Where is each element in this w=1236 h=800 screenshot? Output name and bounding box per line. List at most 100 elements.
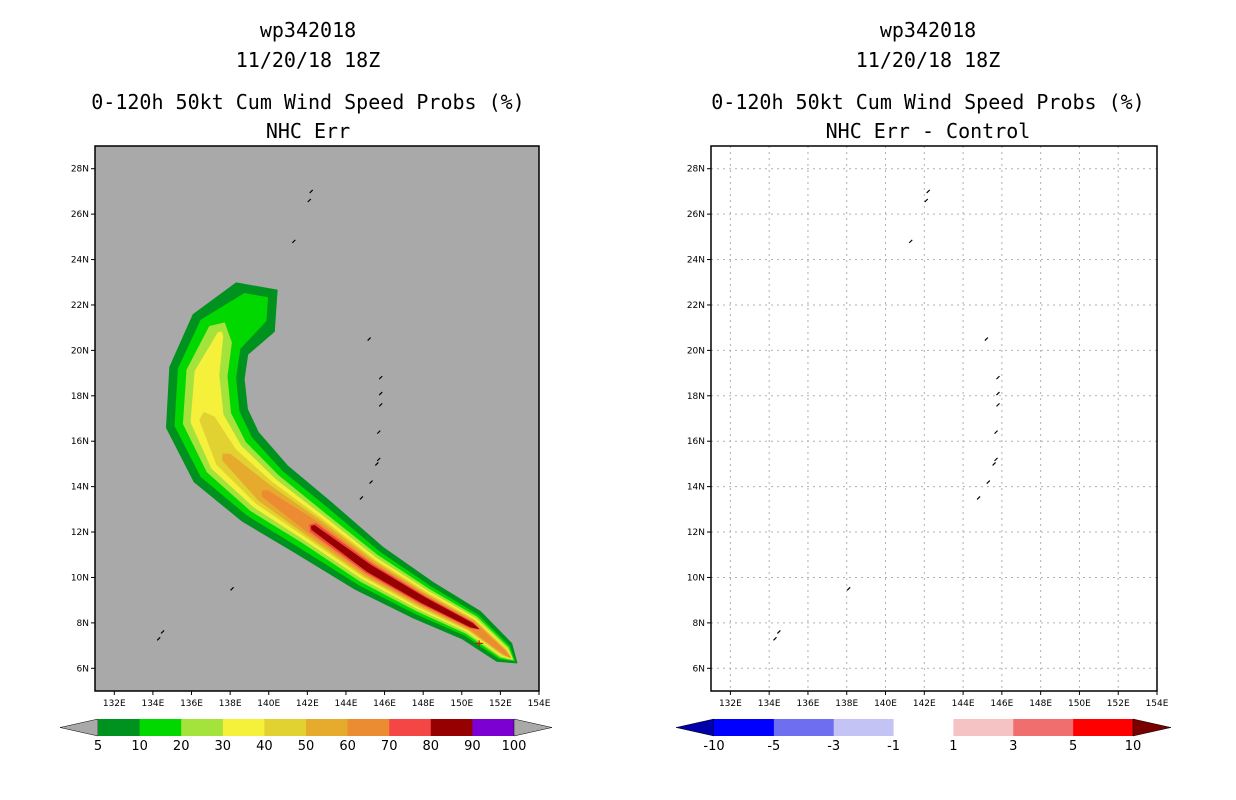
colorbar-swatch (98, 719, 140, 736)
y-tick-label: 22N (687, 301, 705, 311)
x-tick-label: 144E (952, 699, 975, 709)
colorbar-label: 10 (131, 739, 148, 754)
x-tick-label: 136E (797, 699, 820, 709)
y-tick-label: 26N (71, 210, 89, 220)
x-tick-label: 138E (219, 699, 242, 709)
figure: wp342018 11/20/18 18Z 0-120h 50kt Cum Wi… (0, 0, 1236, 800)
y-tick-label: 10N (71, 573, 89, 583)
x-tick-label: 142E (913, 699, 936, 709)
colorbar-label: 10 (1125, 739, 1142, 754)
y-tick-label: 16N (71, 437, 89, 447)
colorbar-label: -10 (703, 739, 724, 754)
colorbar-label: 30 (215, 739, 232, 754)
right-chart-title: 0-120h 50kt Cum Wind Speed Probs (%) (711, 90, 1144, 114)
y-tick-label: 6N (77, 664, 89, 674)
x-tick-label: 152E (489, 699, 512, 709)
y-tick-label: 24N (687, 256, 705, 266)
right-datetime: 11/20/18 18Z (856, 48, 1001, 72)
y-tick-label: 18N (687, 392, 705, 402)
right-plot-background (711, 146, 1157, 691)
x-tick-label: 150E (1068, 699, 1091, 709)
x-tick-label: 154E (1146, 699, 1169, 709)
x-tick-label: 152E (1107, 699, 1130, 709)
y-tick-label: 6N (693, 664, 705, 674)
colorbar-swatch (264, 719, 306, 736)
y-tick-label: 22N (71, 301, 89, 311)
colorbar-swatch (894, 719, 954, 736)
right-chart-subtitle: NHC Err - Control (826, 119, 1031, 143)
y-tick-label: 26N (687, 210, 705, 220)
left-chart-subtitle: NHC Err (266, 119, 350, 143)
colorbar-left-triangle (60, 719, 98, 736)
colorbar-left-triangle (676, 719, 714, 736)
y-tick-label: 20N (71, 346, 89, 356)
x-tick-label: 138E (835, 699, 858, 709)
x-tick-label: 146E (990, 699, 1013, 709)
left-colorbar: 5 10 20 30 40 50 60 70 80 90 100 (60, 719, 552, 754)
colorbar-right-triangle (514, 719, 552, 736)
x-tick-label: 146E (373, 699, 396, 709)
left-panel: wp342018 11/20/18 18Z 0-120h 50kt Cum Wi… (60, 18, 552, 754)
colorbar-swatch (472, 719, 514, 736)
colorbar-swatch (834, 719, 894, 736)
colorbar-label: 1 (949, 739, 957, 754)
y-tick-label: 28N (687, 165, 705, 175)
colorbar-label: 3 (1009, 739, 1017, 754)
right-panel: wp342018 11/20/18 18Z 0-120h 50kt Cum Wi… (676, 18, 1171, 754)
left-storm-id: wp342018 (260, 18, 356, 42)
right-colorbar: -10 -5 -3 -1 1 3 5 10 (676, 719, 1171, 754)
x-tick-label: 144E (335, 699, 358, 709)
colorbar-swatch (306, 719, 348, 736)
colorbar-label: 40 (256, 739, 273, 754)
x-tick-label: 134E (758, 699, 781, 709)
colorbar-label: 50 (298, 739, 315, 754)
y-tick-label: 14N (687, 483, 705, 493)
left-chart-title: 0-120h 50kt Cum Wind Speed Probs (%) (91, 90, 524, 114)
colorbar-label: 60 (339, 739, 356, 754)
colorbar-swatch (1013, 719, 1073, 736)
colorbar-label: -3 (827, 739, 840, 754)
y-tick-label: 12N (71, 528, 89, 538)
x-tick-label: 140E (874, 699, 897, 709)
colorbar-label: 5 (94, 739, 102, 754)
x-tick-label: 140E (257, 699, 280, 709)
x-tick-label: 154E (528, 699, 551, 709)
colorbar-swatch (431, 719, 473, 736)
x-tick-label: 134E (141, 699, 164, 709)
colorbar-swatch (953, 719, 1013, 736)
colorbar-swatch (714, 719, 774, 736)
colorbar-swatch (389, 719, 431, 736)
y-tick-label: 8N (693, 619, 705, 629)
colorbar-swatch (140, 719, 182, 736)
x-tick-label: 142E (296, 699, 319, 709)
y-tick-label: 16N (687, 437, 705, 447)
y-tick-label: 24N (71, 256, 89, 266)
x-tick-label: 136E (180, 699, 203, 709)
colorbar-label: 100 (502, 739, 527, 754)
colorbar-swatch (774, 719, 834, 736)
colorbar-label: 90 (464, 739, 481, 754)
colorbar-label: 70 (381, 739, 398, 754)
colorbar-label: 5 (1069, 739, 1077, 754)
y-tick-label: 20N (687, 346, 705, 356)
colorbar-label: -5 (767, 739, 780, 754)
y-tick-label: 14N (71, 483, 89, 493)
left-datetime: 11/20/18 18Z (236, 48, 381, 72)
x-tick-label: 132E (719, 699, 742, 709)
x-tick-label: 148E (412, 699, 435, 709)
colorbar-swatch (1073, 719, 1133, 736)
colorbar-label: 80 (423, 739, 440, 754)
colorbar-swatch (181, 719, 223, 736)
y-tick-label: 8N (77, 619, 89, 629)
colorbar-right-triangle (1133, 719, 1171, 736)
x-tick-label: 148E (1029, 699, 1052, 709)
y-tick-label: 10N (687, 573, 705, 583)
colorbar-label: 20 (173, 739, 190, 754)
x-tick-label: 150E (450, 699, 473, 709)
y-tick-label: 12N (687, 528, 705, 538)
colorbar-swatch (223, 719, 265, 736)
colorbar-label: -1 (887, 739, 900, 754)
colorbar-swatch (348, 719, 390, 736)
y-tick-label: 28N (71, 165, 89, 175)
right-storm-id: wp342018 (880, 18, 976, 42)
